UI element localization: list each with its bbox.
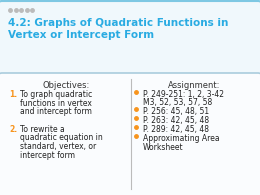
Text: 4.2: Graphs of Quadratic Functions in: 4.2: Graphs of Quadratic Functions in	[8, 18, 228, 28]
Text: M3, 52, 53, 57, 58: M3, 52, 53, 57, 58	[143, 98, 212, 107]
FancyBboxPatch shape	[0, 73, 260, 195]
Text: Objectives:: Objectives:	[42, 81, 90, 90]
Text: To graph quadratic: To graph quadratic	[20, 90, 92, 99]
Text: and intercept form: and intercept form	[20, 107, 92, 116]
Text: intercept form: intercept form	[20, 151, 75, 160]
Text: Assignment:: Assignment:	[168, 81, 220, 90]
Text: 1.: 1.	[9, 90, 17, 99]
Text: P. 263: 42, 45, 48: P. 263: 42, 45, 48	[143, 116, 209, 125]
Text: Approximating Area: Approximating Area	[143, 134, 220, 143]
Text: functions in vertex: functions in vertex	[20, 98, 92, 107]
Text: To rewrite a: To rewrite a	[20, 125, 65, 134]
Text: quadratic equation in: quadratic equation in	[20, 134, 103, 143]
Text: Vertex or Intercept Form: Vertex or Intercept Form	[8, 30, 154, 40]
FancyBboxPatch shape	[0, 1, 260, 79]
Text: standard, vertex, or: standard, vertex, or	[20, 142, 96, 151]
Text: P. 256: 45, 48, 51: P. 256: 45, 48, 51	[143, 107, 209, 116]
Text: P. 249-251: 1, 2, 3-42: P. 249-251: 1, 2, 3-42	[143, 90, 224, 99]
Text: 2.: 2.	[9, 125, 17, 134]
Text: Worksheet: Worksheet	[143, 143, 184, 152]
Text: P. 289: 42, 45, 48: P. 289: 42, 45, 48	[143, 125, 209, 134]
